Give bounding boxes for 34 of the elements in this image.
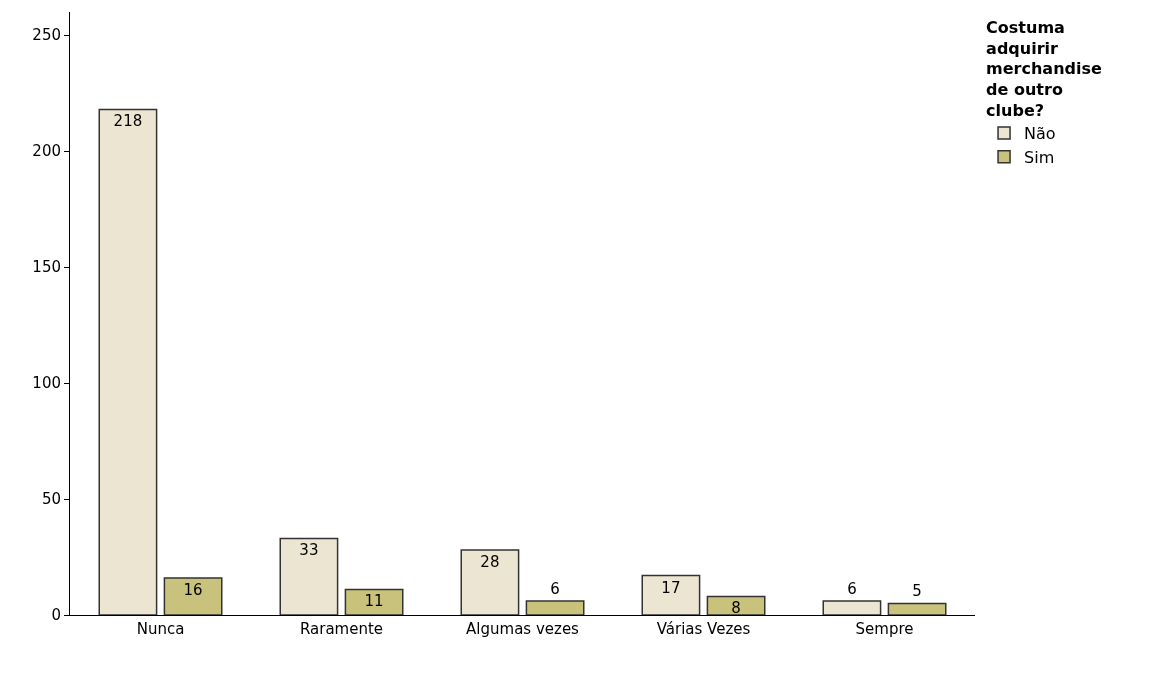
- data-label: 17: [661, 578, 681, 597]
- bar: [706, 595, 766, 615]
- data-label: 8: [731, 599, 741, 618]
- data-label: 6: [550, 580, 560, 599]
- x-tick-label: Várias Vezes: [656, 620, 751, 638]
- x-tick-label: Raramente: [299, 620, 384, 638]
- y-tick-label: 200: [32, 142, 61, 161]
- y-tick-label: 100: [32, 374, 61, 393]
- data-label: 33: [299, 541, 319, 560]
- y-tick-label: 250: [32, 26, 61, 45]
- legend-label: Sim: [1024, 147, 1055, 167]
- y-tick-label: 50: [41, 490, 61, 509]
- y-tick-label: 0: [51, 606, 61, 625]
- data-label: 218: [113, 112, 143, 131]
- bar: [822, 600, 882, 615]
- bar: [887, 602, 947, 615]
- bar: [279, 537, 339, 615]
- x-tick-label: Algumas vezes: [466, 620, 580, 638]
- legend-title: Costuma adquirir merchandise de outro clube?: [986, 17, 1103, 120]
- data-label: 28: [480, 553, 500, 572]
- bar: [163, 577, 223, 615]
- y-tick-label: 150: [32, 258, 61, 277]
- legend-label: Não: [1024, 124, 1056, 144]
- data-label: 11: [364, 592, 384, 611]
- x-tick-label: Nunca: [136, 620, 185, 638]
- data-label: 6: [847, 580, 857, 599]
- data-label: 5: [912, 582, 922, 601]
- bar: [525, 600, 585, 615]
- x-tick-label: Sempre: [855, 620, 914, 638]
- bar: [460, 549, 520, 615]
- bar: [641, 574, 701, 615]
- bar: [98, 108, 158, 615]
- bar: [344, 588, 404, 615]
- data-label: 16: [183, 580, 203, 599]
